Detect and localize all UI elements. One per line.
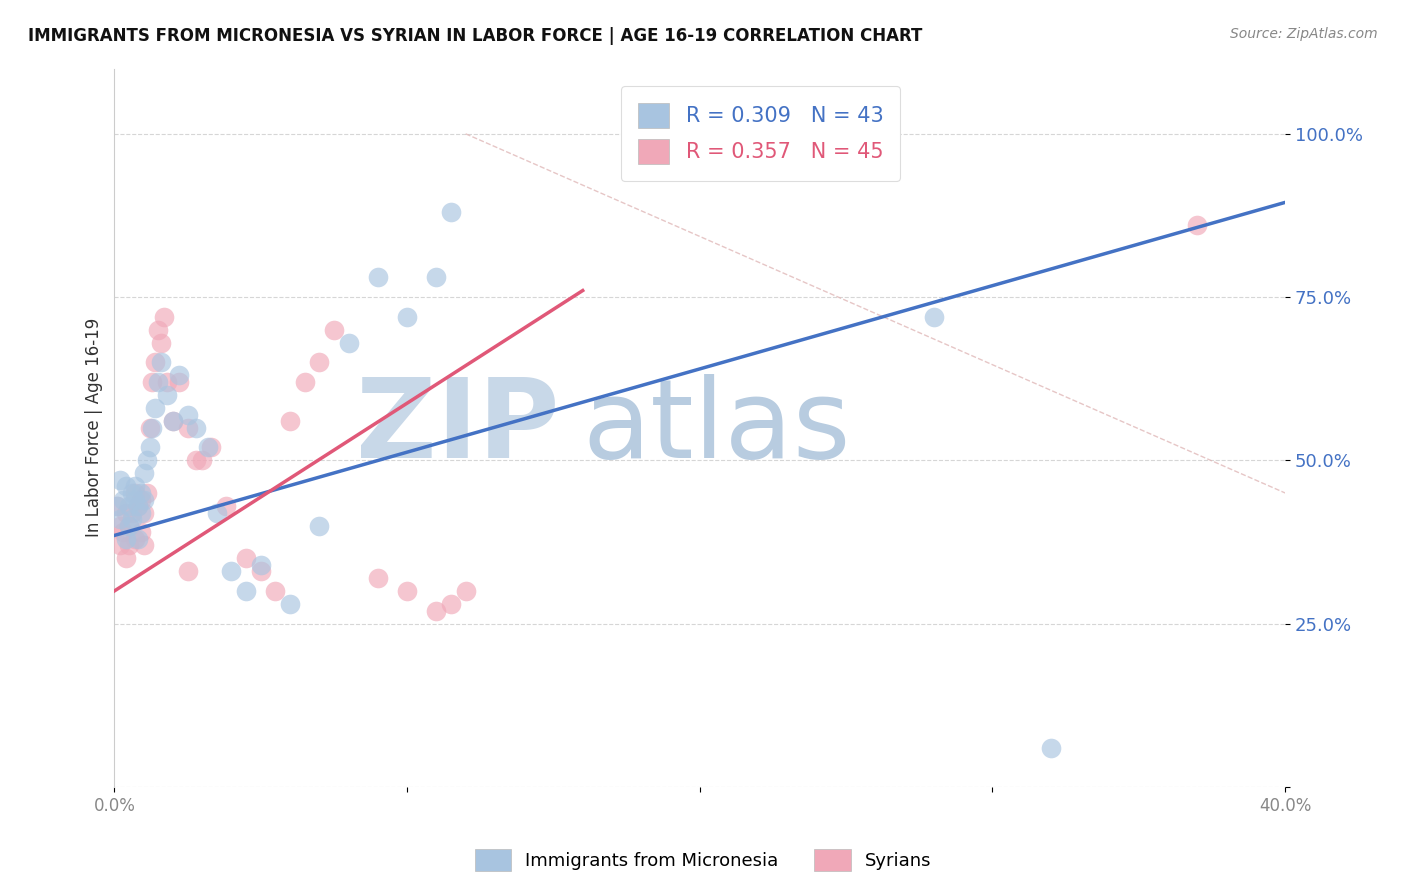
Point xyxy=(367,270,389,285)
Point xyxy=(249,558,271,572)
Point xyxy=(141,375,163,389)
Point xyxy=(337,335,360,350)
Point xyxy=(115,551,138,566)
Point xyxy=(148,375,170,389)
Point xyxy=(186,420,208,434)
Text: atlas: atlas xyxy=(582,374,851,481)
Point xyxy=(127,499,149,513)
Point xyxy=(221,565,243,579)
Point xyxy=(162,414,184,428)
Point xyxy=(148,323,170,337)
Point xyxy=(150,335,173,350)
Point xyxy=(105,499,128,513)
Point xyxy=(110,473,132,487)
Point xyxy=(118,518,141,533)
Point xyxy=(121,506,143,520)
Point xyxy=(121,512,143,526)
Point xyxy=(367,571,389,585)
Point xyxy=(200,440,222,454)
Point xyxy=(150,355,173,369)
Point xyxy=(308,355,330,369)
Point xyxy=(176,408,198,422)
Point xyxy=(425,270,447,285)
Point xyxy=(425,603,447,617)
Point xyxy=(167,368,190,383)
Point xyxy=(132,538,155,552)
Text: Source: ZipAtlas.com: Source: ZipAtlas.com xyxy=(1230,27,1378,41)
Point xyxy=(323,323,346,337)
Point xyxy=(110,518,132,533)
Point xyxy=(278,414,301,428)
Point xyxy=(1187,219,1209,233)
Point xyxy=(129,525,152,540)
Point xyxy=(396,583,419,598)
Point xyxy=(105,499,128,513)
Point xyxy=(156,388,179,402)
Point xyxy=(132,506,155,520)
Point xyxy=(138,440,160,454)
Legend: Immigrants from Micronesia, Syrians: Immigrants from Micronesia, Syrians xyxy=(467,842,939,879)
Point xyxy=(153,310,176,324)
Point xyxy=(115,506,138,520)
Point xyxy=(124,479,146,493)
Point xyxy=(396,310,419,324)
Point xyxy=(176,420,198,434)
Point xyxy=(112,492,135,507)
Point xyxy=(922,310,945,324)
Point xyxy=(132,492,155,507)
Point xyxy=(124,532,146,546)
Point xyxy=(205,506,228,520)
Point xyxy=(249,565,271,579)
Point xyxy=(156,375,179,389)
Point xyxy=(115,479,138,493)
Point xyxy=(191,453,214,467)
Text: IMMIGRANTS FROM MICRONESIA VS SYRIAN IN LABOR FORCE | AGE 16-19 CORRELATION CHAR: IMMIGRANTS FROM MICRONESIA VS SYRIAN IN … xyxy=(28,27,922,45)
Point xyxy=(124,486,146,500)
Point xyxy=(264,583,287,598)
Point xyxy=(129,506,152,520)
Point xyxy=(197,440,219,454)
Y-axis label: In Labor Force | Age 16-19: In Labor Force | Age 16-19 xyxy=(86,318,103,537)
Point xyxy=(112,525,135,540)
Point xyxy=(115,532,138,546)
Point xyxy=(121,486,143,500)
Legend: R = 0.309   N = 43, R = 0.357   N = 45: R = 0.309 N = 43, R = 0.357 N = 45 xyxy=(621,87,900,181)
Point xyxy=(118,538,141,552)
Point xyxy=(454,583,477,598)
Point xyxy=(186,453,208,467)
Point xyxy=(129,486,152,500)
Point xyxy=(167,375,190,389)
Point xyxy=(235,583,257,598)
Point xyxy=(118,499,141,513)
Point xyxy=(127,532,149,546)
Point xyxy=(110,538,132,552)
Point xyxy=(214,499,236,513)
Point xyxy=(124,492,146,507)
Point xyxy=(138,420,160,434)
Point xyxy=(1040,740,1063,755)
Point xyxy=(145,401,167,415)
Point xyxy=(135,453,157,467)
Point xyxy=(235,551,257,566)
Point xyxy=(162,414,184,428)
Point xyxy=(118,518,141,533)
Point xyxy=(176,565,198,579)
Point xyxy=(440,205,463,219)
Point xyxy=(278,597,301,611)
Point xyxy=(135,486,157,500)
Point xyxy=(145,355,167,369)
Point xyxy=(308,518,330,533)
Point xyxy=(141,420,163,434)
Point xyxy=(132,467,155,481)
Point xyxy=(110,512,132,526)
Point xyxy=(440,597,463,611)
Text: ZIP: ZIP xyxy=(356,374,560,481)
Point xyxy=(294,375,316,389)
Point xyxy=(129,492,152,507)
Point xyxy=(127,499,149,513)
